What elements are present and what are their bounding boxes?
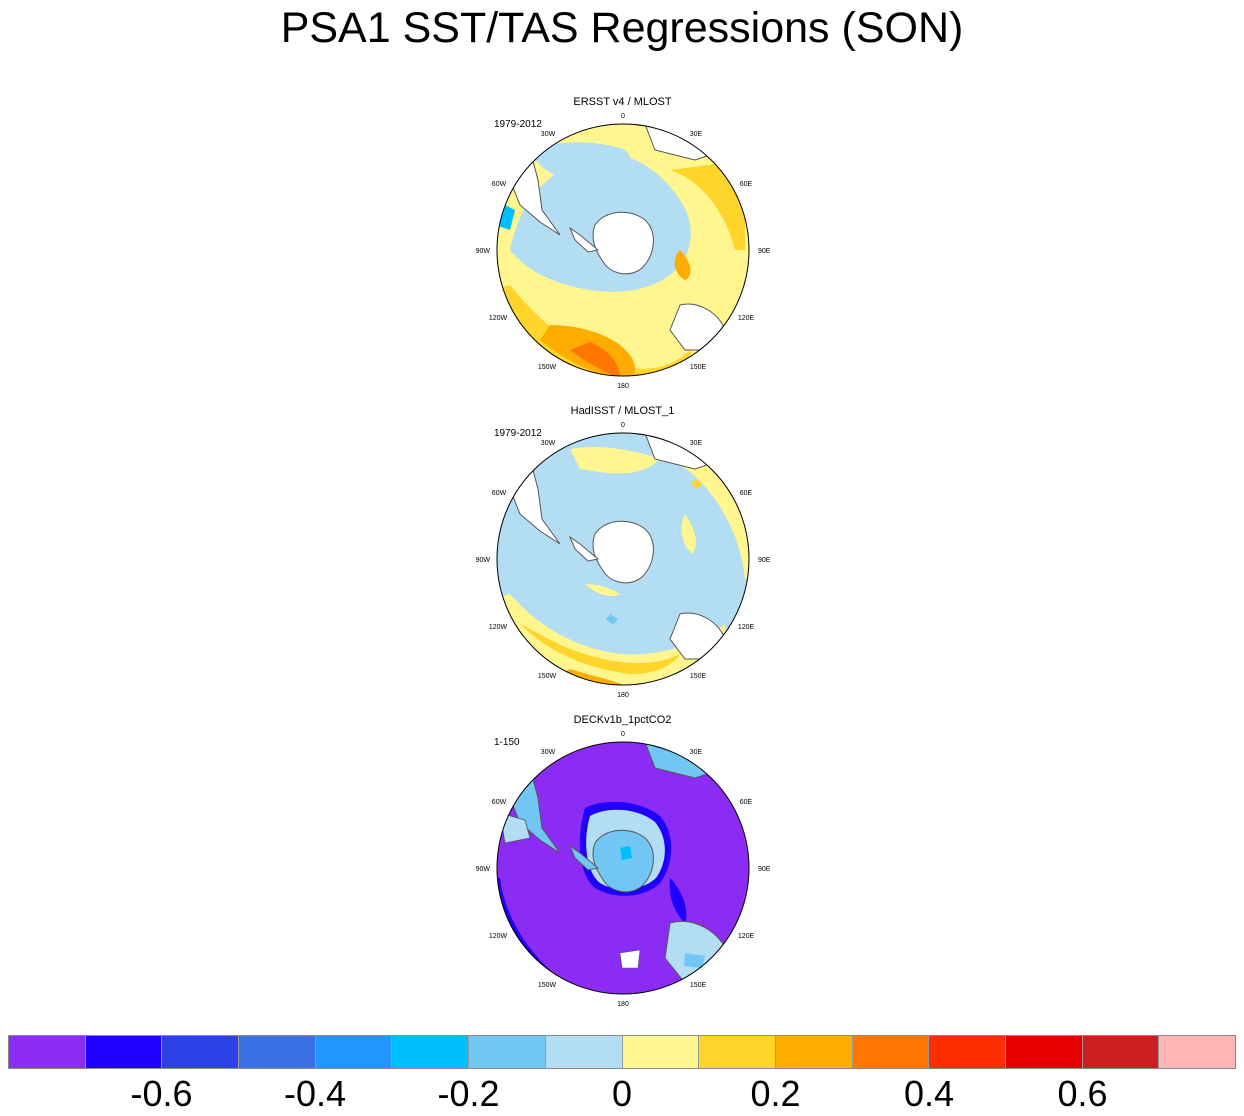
panel-period: 1-150 xyxy=(494,737,520,748)
colorbar-box xyxy=(315,1036,393,1068)
map-boundary xyxy=(496,741,750,995)
polar-map xyxy=(496,432,750,686)
lon-label-0: 0 xyxy=(621,422,625,429)
colorbar-box xyxy=(1159,1036,1235,1068)
land-masses xyxy=(509,124,726,351)
lon-label-180: 180 xyxy=(617,1001,629,1008)
panel-title: HadISST / MLOST_1 xyxy=(570,405,675,417)
colorbar-box xyxy=(545,1036,623,1068)
lon-label-150e: 150E xyxy=(689,364,707,371)
map-boundary xyxy=(496,432,750,686)
lon-label-0: 0 xyxy=(621,113,625,120)
lon-label-150e: 150E xyxy=(689,982,707,989)
lon-label-90w: 90W xyxy=(475,557,490,564)
lon-label-60e: 60E xyxy=(739,490,753,497)
lon-label-150w: 150W xyxy=(537,364,557,371)
lon-label-120e: 120E xyxy=(737,624,755,631)
lon-label-30w: 30W xyxy=(540,749,556,756)
map-boundary xyxy=(496,123,750,377)
panel-title: DECKv1b_1pctCO2 xyxy=(573,714,672,726)
lon-label-0: 0 xyxy=(621,731,625,738)
lon-label-120e: 120E xyxy=(737,933,755,940)
lon-label-120w: 120W xyxy=(488,933,508,940)
colorbar-box xyxy=(1082,1036,1160,1068)
lon-label-60e: 60E xyxy=(739,181,753,188)
colorbar xyxy=(8,1035,1236,1069)
lon-label-150w: 150W xyxy=(537,982,557,989)
colorbar-box xyxy=(1005,1036,1083,1068)
lon-label-120e: 120E xyxy=(737,315,755,322)
colorbar-box xyxy=(9,1036,86,1068)
lon-label-150w: 150W xyxy=(537,673,557,680)
panel-title: ERSST v4 / MLOST xyxy=(573,96,672,108)
lon-label-60w: 60W xyxy=(491,490,507,497)
panel-period: 1979-2012 xyxy=(494,428,542,439)
lon-label-90w: 90W xyxy=(475,248,490,255)
colorbar-box xyxy=(239,1036,316,1068)
lon-label-30e: 30E xyxy=(689,131,703,138)
panel-ersst: ERSST v4 / MLOST 1979-2012 0 30W 30E 60W… xyxy=(470,95,775,395)
lon-label-180: 180 xyxy=(617,383,629,390)
lon-label-30e: 30E xyxy=(689,440,703,447)
lon-label-60w: 60W xyxy=(491,799,507,806)
colorbar-box xyxy=(622,1036,700,1068)
panel-period: 1979-2012 xyxy=(494,119,542,130)
colorbar-tick-label: -0.4 xyxy=(283,1073,347,1114)
lon-label-30w: 30W xyxy=(540,131,556,138)
colorbar-box xyxy=(929,1036,1006,1068)
polar-map xyxy=(496,741,750,995)
lon-label-90e: 90E xyxy=(758,248,771,255)
lon-label-90w: 90W xyxy=(475,866,490,873)
colorbar-box xyxy=(469,1036,546,1068)
colorbar-tick-label: 0.2 xyxy=(750,1073,801,1114)
lon-label-150e: 150E xyxy=(689,673,707,680)
panel-deck: DECKv1b_1pctCO2 1-150 0 30W 30E 60W 60E … xyxy=(470,713,775,1013)
lon-label-90e: 90E xyxy=(758,866,771,873)
lon-label-120w: 120W xyxy=(488,624,508,631)
colorbar-tick-label: -0.6 xyxy=(130,1073,193,1114)
colorbar-box xyxy=(852,1036,930,1068)
colorbar-tick-label: -0.2 xyxy=(437,1073,500,1114)
lon-label-90e: 90E xyxy=(758,557,771,564)
panel-hadisst: HadISST / MLOST_1 1979-2012 0 30W 30E 60… xyxy=(470,404,775,704)
lon-label-120w: 120W xyxy=(488,315,508,322)
figure-title: PSA1 SST/TAS Regressions (SON) xyxy=(280,4,964,52)
lon-label-180: 180 xyxy=(617,692,629,699)
colorbar-tick-label: 0 xyxy=(611,1073,633,1114)
lon-label-30w: 30W xyxy=(540,440,556,447)
colorbar-box xyxy=(392,1036,470,1068)
lon-label-30e: 30E xyxy=(689,749,703,756)
colorbar-tick-label: 0.4 xyxy=(903,1073,955,1114)
colorbar-tick-label: 0.6 xyxy=(1057,1073,1108,1114)
colorbar-box xyxy=(162,1036,240,1068)
colorbar-box xyxy=(775,1036,853,1068)
lon-label-60w: 60W xyxy=(491,181,507,188)
colorbar-box xyxy=(699,1036,776,1068)
lon-label-60e: 60E xyxy=(739,799,753,806)
polar-map xyxy=(496,123,750,377)
colorbar-box xyxy=(85,1036,163,1068)
